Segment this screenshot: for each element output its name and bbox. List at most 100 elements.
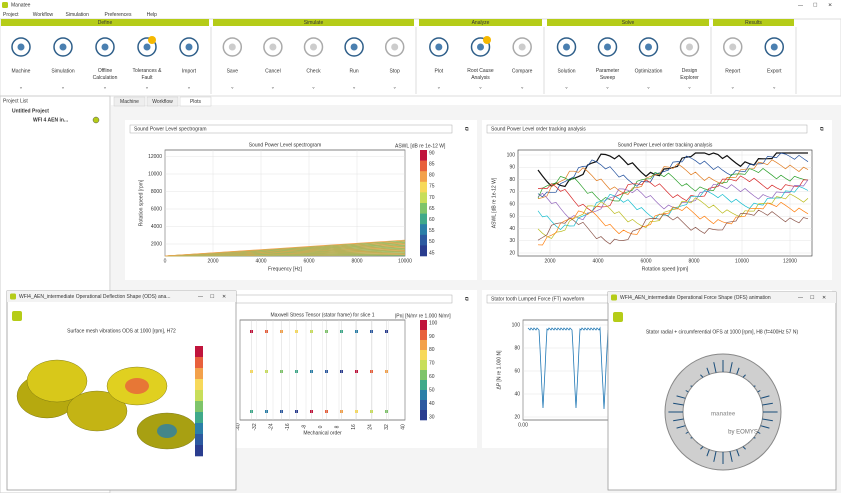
force-arrow [742,446,746,450]
window-control[interactable]: — [798,295,803,301]
force-arrow [762,418,773,422]
tab-label[interactable]: Machine [120,99,139,105]
window-control[interactable]: ✕ [222,294,226,300]
window-title: WFI4_AEN_intermediate Operational Force … [620,295,771,301]
ribbon-icon[interactable] [222,37,243,57]
popout-button[interactable]: ⧉ [820,126,824,132]
ribbon-button-label[interactable]: Design Explorer [680,68,699,81]
plot-frame [517,149,813,257]
tab[interactable] [179,96,212,107]
ribbon-icon-core [563,43,570,51]
ribbon-button-label[interactable]: Machine [12,68,31,74]
plot-dropdown[interactable] [129,124,453,134]
ribbon-icon[interactable] [303,37,324,57]
ribbon-icon-core [645,43,652,51]
ribbon-icon[interactable] [11,37,31,57]
tree-item[interactable]: WFI 4 AEN in... [33,117,69,123]
window-control[interactable]: ☐ [210,294,215,300]
ribbon-button-label[interactable]: Parameter Sweep [596,68,620,81]
ribbon-icon[interactable] [344,37,364,57]
ribbon-icon-core [101,43,109,51]
plot-title: Maxwell Stress Tensor (stator frame) for… [270,312,374,318]
x-tick-label: 24 [367,424,373,430]
ribbon-button-label[interactable]: Check [306,68,321,74]
ribbon-icon[interactable] [179,37,199,57]
ribbon-icon[interactable] [137,37,157,57]
window-control[interactable]: — [198,294,203,300]
ribbon-icon[interactable] [512,37,532,57]
ribbon-button-label[interactable]: Root Cause Analysis [467,68,494,81]
colorbar-segment [195,379,203,391]
y-tick-label: 2000 [151,241,162,247]
ribbon-icon[interactable] [470,37,491,57]
y-tick-label: 20 [514,414,520,420]
popout-button[interactable]: ⧉ [465,126,469,132]
ribbon-button-label[interactable]: Export [767,68,782,74]
ribbon-group-name: Results [745,20,762,26]
tab[interactable] [113,96,146,107]
plot-dropdown-label[interactable]: Sound Power Level order tracking analysi… [491,126,586,132]
ribbon-button-label[interactable]: Cancel [265,68,281,74]
menu-item[interactable]: Workflow [33,12,54,18]
ribbon-button-label[interactable]: Import [182,68,197,74]
plot-dropdown[interactable] [486,124,808,134]
tree-project[interactable]: Untitled Project [12,108,49,114]
ribbon-group-header [547,19,709,26]
tab-label[interactable]: Plots [190,99,202,105]
window-control[interactable]: ☐ [810,295,815,301]
y-tick-label: 60 [514,368,520,374]
dropdown-caret: ⌄ [437,84,441,90]
window-control[interactable]: — [798,2,803,8]
tab-label[interactable]: Workflow [152,99,173,105]
ribbon-icon[interactable] [263,37,283,57]
ribbon-button-label[interactable]: Plot [435,68,444,74]
ribbon-icon[interactable] [556,37,577,57]
ribbon-icon[interactable] [95,37,115,57]
window-control[interactable]: ☐ [813,2,818,8]
ribbon-icon[interactable] [429,37,449,57]
ribbon-button-label[interactable]: Tolerances & Fault [133,68,163,81]
y-tick-label: 20 [509,250,515,256]
ribbon-button-label[interactable]: Run [350,68,359,74]
ribbon-icon[interactable] [679,37,700,57]
mesh-shape [66,390,128,432]
popout-button[interactable]: ⧉ [465,296,469,302]
ribbon-button-label[interactable]: Report [725,68,741,74]
ribbon-icon[interactable] [384,37,405,57]
colorbar-tick-label: 30 [429,414,435,420]
ribbon-group-name: Solve [622,20,635,26]
colorbar-segment [195,412,203,424]
x-tick-label: -32 [252,423,258,430]
plot-title: Sound Power Level order tracking analysi… [618,142,713,148]
dropdown-caret: ⌄ [772,84,776,90]
plot-dropdown-label[interactable]: Stator tooth Lumped Force (FT) waveform [491,296,584,302]
ribbon-icon[interactable] [53,37,73,57]
menu-item[interactable]: Preferences [105,12,132,18]
colorbar-tick-label: 60 [429,374,435,380]
toolbar-icon[interactable] [613,312,623,322]
window-control[interactable]: ✕ [828,2,832,8]
ribbon-button-label[interactable]: Solution [557,68,575,74]
toolbar-icon[interactable] [12,311,22,321]
colorbar-segment [195,445,203,457]
colorbar-tick-label: 85 [429,161,435,167]
tab[interactable] [146,96,179,107]
ribbon-button-label[interactable]: Save [227,68,239,74]
window-control[interactable]: ✕ [822,295,826,301]
ribbon-button-label[interactable]: Simulation [51,68,75,74]
app-icon [2,2,8,8]
menu-item[interactable]: Help [147,12,158,18]
ribbon-icon[interactable] [764,37,784,57]
menu-item[interactable]: Simulation [66,12,90,18]
ribbon-icon[interactable] [723,37,743,57]
colorbar-tick-label: 90 [429,150,435,156]
ribbon-icon[interactable] [638,37,659,57]
y-tick-label: 30 [509,238,515,244]
plot-dropdown-label[interactable]: Sound Power Level spectrogram [134,126,207,132]
ribbon-icon[interactable] [597,37,618,57]
ribbon-button-label[interactable]: Optimization [635,68,663,74]
menu-item[interactable]: Project [3,12,19,18]
ribbon-button-label[interactable]: Offline Calculation [93,68,118,81]
ribbon-button-label[interactable]: Stop [390,68,401,74]
ribbon-button-label[interactable]: Compare [512,68,533,74]
